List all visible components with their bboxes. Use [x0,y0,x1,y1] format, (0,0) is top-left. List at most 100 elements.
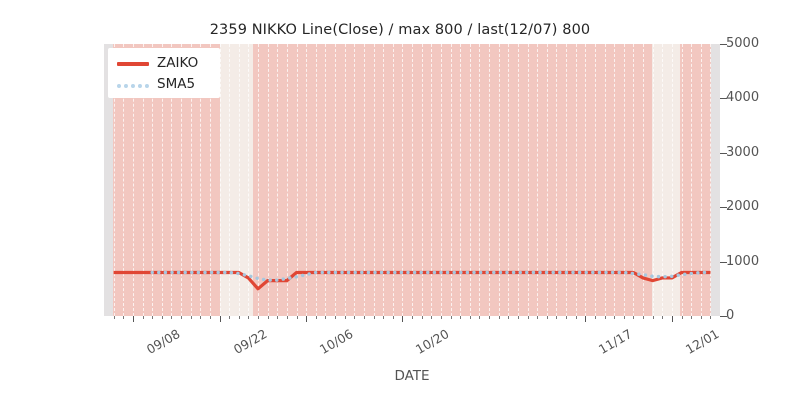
background-band-gray [711,44,720,316]
x-tick-mark-minor [392,316,394,319]
gridline-vertical [710,44,712,316]
y-tick-label: 1000 [726,253,760,269]
gridline-vertical [209,44,212,316]
x-tick-mark-minor [142,316,144,319]
x-tick-mark-minor [498,316,500,319]
x-tick-mark-minor [363,316,365,319]
y-tick-mark [720,316,727,317]
gridline-vertical [190,44,193,316]
x-tick-mark-minor [344,316,346,319]
series-line-sma5 [150,270,713,282]
gridline-vertical [123,44,125,316]
x-tick-mark-minor [479,316,481,319]
legend-swatch-sma5-icon [117,84,149,88]
x-tick-mark-minor [508,316,510,319]
gridline-vertical [373,44,376,316]
x-tick-mark-minor [489,316,490,319]
x-tick-mark-minor [123,316,125,319]
x-tick-mark-minor [575,316,577,319]
gridline-vertical [614,44,616,316]
x-tick-mark-minor [546,316,548,319]
x-tick-mark-minor [681,316,683,319]
gridline-vertical [671,44,674,316]
x-tick-mark-major [671,316,673,322]
gridline-vertical [537,44,539,316]
background-band-cream [652,44,680,316]
gridline-vertical [383,44,385,316]
x-tick-mark-minor [710,316,712,319]
gridline-vertical [412,44,414,316]
x-tick-mark-minor [662,316,664,319]
gridline-vertical [546,44,549,316]
data-series-layer [113,270,713,291]
x-tick-label: 10/20 [413,326,452,358]
legend-item-sma5[interactable]: SMA5 [109,74,221,96]
x-tick-mark-minor [566,316,567,319]
gridline-vertical [604,44,607,316]
x-tick-mark-minor [248,316,250,319]
background-band-cream [220,44,253,316]
x-tick-mark-minor [412,316,413,319]
y-axis-tick-labels: 0 1000 2000 3000 4000 5000 [726,36,786,323]
y-tick-label: 4000 [726,90,760,106]
x-tick-label: 10/06 [316,326,356,358]
gridline-vertical [623,44,626,316]
x-tick-mark-minor [431,316,433,319]
x-axis-tick-labels: 09/08 09/22 10/06 10/20 11/17 12/01 [0,316,800,376]
gridline-vertical [325,44,327,316]
y-tick-mark [720,98,727,100]
x-tick-mark-minor [113,316,115,319]
gridline-vertical [402,44,404,316]
gridline-vertical [354,44,356,316]
x-tick-mark-minor [383,316,385,319]
gridline-vertical [594,44,597,316]
background-band-gray [104,44,113,316]
x-tick-mark-minor [190,316,192,319]
gridline-vertical [152,44,154,316]
x-tick-label: 09/08 [143,326,183,358]
plot-area [104,44,720,316]
legend-swatch-zaiko-icon [117,62,149,66]
x-tick-mark-minor [440,316,442,319]
gridline-vertical [431,44,433,316]
y-tick-mark [720,44,727,45]
gridline-vertical [556,44,558,316]
gridline-vertical [219,44,222,316]
x-tick-mark-minor [267,316,269,319]
gridline-vertical [440,44,443,316]
gridline-vertical [315,44,318,316]
gridline-vertical [498,44,501,316]
chart-legend[interactable]: ZAIKO SMA5 [108,48,220,98]
gridline-vertical [267,44,270,316]
gridline-vertical [527,44,530,316]
gridline-vertical [344,44,347,316]
gridline-vertical [421,44,424,316]
y-tick-label: 0 [726,308,735,323]
gridline-vertical [392,44,395,316]
legend-label-sma5: SMA5 [157,76,196,92]
y-tick-label: 5000 [726,36,760,51]
gridline-vertical [258,44,260,316]
x-tick-mark-major [402,316,404,322]
gridline-vertical [229,44,231,316]
x-tick-mark-minor [229,316,231,319]
x-tick-mark-minor [652,316,654,319]
x-tick-mark-minor [209,316,211,319]
legend-item-zaiko[interactable]: ZAIKO [109,53,221,75]
chart-title: 2359 NIKKO Line(Close) / max 800 / last(… [209,22,591,38]
gridline-vertical [662,44,664,316]
y-tick-label: 3000 [726,144,760,160]
x-tick-mark-minor [691,316,693,319]
gridline-vertical [238,44,241,316]
x-tick-mark-minor [277,316,279,319]
x-tick-mark-minor [469,316,471,319]
x-tick-mark-minor [315,316,317,319]
x-tick-mark-minor [556,316,558,319]
gridline-vertical [585,44,587,316]
x-tick-mark-minor [604,316,606,319]
x-tick-label: 09/22 [230,326,270,358]
gridline-vertical [363,44,366,316]
x-tick-mark-major [585,316,587,322]
x-tick-mark-minor [633,316,635,319]
gridline-vertical [161,44,164,316]
